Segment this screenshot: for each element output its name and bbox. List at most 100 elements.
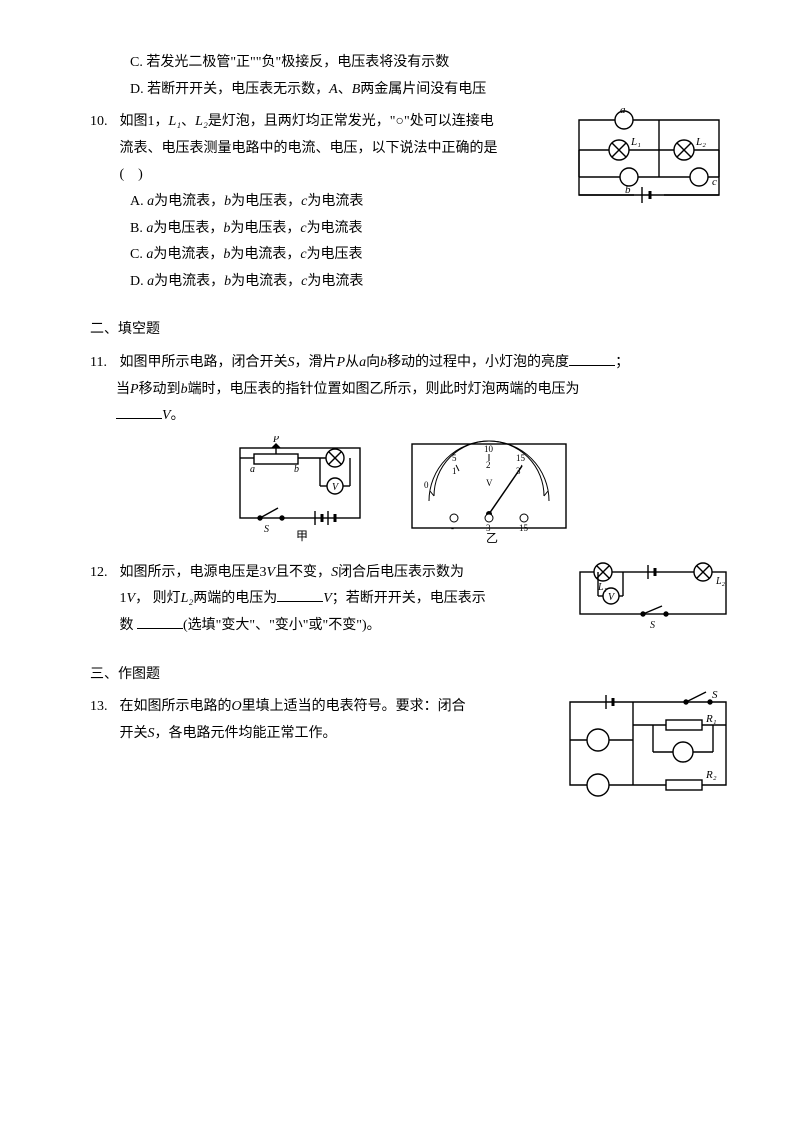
q12-num: 12. <box>90 560 116 587</box>
q10-figure: a L₁ L₂ b c <box>564 105 734 215</box>
svg-text:V: V <box>486 478 493 488</box>
q12-blank2 <box>137 614 183 629</box>
q13-o: O <box>232 699 242 714</box>
q12-t2: 且不变， <box>275 565 331 580</box>
q10d-m1: 为电流表， <box>154 274 224 289</box>
section-3-title: 三、作图题 <box>90 662 704 689</box>
q12-v1: V <box>267 565 276 580</box>
question-13: 13. 在如图所示电路的O里填上适当的电表符号。要求：闭合开关S，各电路元件均能… <box>90 694 704 747</box>
svg-text:L₂: L₂ <box>715 576 726 587</box>
q10d-end: 为电流表 <box>307 274 363 289</box>
option-c: C. 若发光二极管"正""负"极接反，电压表将没有示数 <box>130 50 704 77</box>
svg-text:c: c <box>712 176 717 188</box>
svg-text:R₂: R₂ <box>705 769 717 781</box>
q12-s1: S <box>331 565 338 580</box>
q10-stem-pre: 如图1， <box>120 114 169 129</box>
q11-s: S <box>288 355 295 370</box>
q11-p2: P <box>130 382 139 397</box>
q11-t3: 从 <box>345 355 359 370</box>
q11-figure-right: 0 5 10 15 1 2 3 V - 3 15 乙 <box>404 436 574 546</box>
q10b-m2: 为电压表， <box>230 221 300 236</box>
q13-figure: S R₁ R₂ <box>558 690 738 800</box>
svg-text:a: a <box>620 105 626 116</box>
q11-t4: 向 <box>366 355 380 370</box>
q12-t6: 两端的电压为 <box>193 591 277 606</box>
svg-text:S: S <box>650 620 655 631</box>
q11-blank2 <box>116 404 162 419</box>
svg-text:R₁: R₁ <box>705 713 717 725</box>
svg-text:b: b <box>294 464 299 475</box>
svg-text:L₁: L₁ <box>630 136 641 148</box>
q10a-end: 为电流表 <box>307 194 363 209</box>
svg-text:15: 15 <box>519 523 529 533</box>
q11-t5: 移动的过程中，小灯泡的亮度 <box>387 355 569 370</box>
q12-l2: L₂ <box>181 591 194 606</box>
q10c-pre: C. <box>130 247 146 262</box>
q11-b: b <box>380 355 387 370</box>
q10c-end: 为电压表 <box>307 247 363 262</box>
svg-text:b: b <box>625 184 631 196</box>
q11-t1: 如图甲所示电路，闭合开关 <box>120 355 288 370</box>
opt-d-pre: D. 若断开开关，电压表无示数， <box>130 82 329 97</box>
q13-t1: 在如图所示电路的 <box>120 699 232 714</box>
svg-text:L₂: L₂ <box>695 136 706 148</box>
q10d-m2: 为电流表， <box>231 274 301 289</box>
q13-num: 13. <box>90 694 116 721</box>
opt-d-post: 两金属片间没有电压 <box>360 82 486 97</box>
q12-figure: L₁ L₂ V S <box>568 560 738 640</box>
svg-text:0: 0 <box>424 480 429 490</box>
q11-t8: 移动到 <box>139 382 181 397</box>
svg-text:3: 3 <box>516 466 521 476</box>
svg-text:S: S <box>712 690 718 701</box>
question-11: 11. 如图甲所示电路，闭合开关S，滑片P从a向b移动的过程中，小灯泡的亮度； … <box>90 350 704 546</box>
q13-t3: ，各电路元件均能正常工作。 <box>155 726 337 741</box>
q12-t8: (选填"变大"、"变小"或"不变")。 <box>183 618 381 633</box>
q10-opt-c: C. a为电流表，b为电流表，c为电压表 <box>130 242 704 269</box>
svg-text:10: 10 <box>484 444 494 454</box>
svg-text:甲: 甲 <box>296 529 308 543</box>
q10a-m2: 为电压表， <box>231 194 301 209</box>
q10b-pre: B. <box>130 221 146 236</box>
q10a-pre: A. <box>130 194 147 209</box>
q10c-m2: 为电流表， <box>230 247 300 262</box>
q11-period: 。 <box>171 408 185 423</box>
opt-d-mid: 、 <box>338 82 352 97</box>
q12-blank1 <box>277 587 323 602</box>
section-2-title: 二、填空题 <box>90 317 704 344</box>
opt-d-b: B <box>352 82 361 97</box>
q11-num: 11. <box>90 350 116 377</box>
q11-a: a <box>359 355 366 370</box>
q10d-pre: D. <box>130 274 147 289</box>
option-d: D. 若断开开关，电压表无示数，A、B两金属片间没有电压 <box>130 77 704 104</box>
q10c-m1: 为电流表， <box>153 247 223 262</box>
svg-text:2: 2 <box>486 460 491 470</box>
q10-num: 10. <box>90 109 116 136</box>
q10-l2: L₂ <box>195 114 208 129</box>
q12-t4: ， <box>135 591 149 606</box>
svg-text:5: 5 <box>452 453 457 463</box>
svg-text:1: 1 <box>452 466 457 476</box>
q10-l1: L₁ <box>169 114 182 129</box>
question-10: 10. 如图1，L₁、L₂是灯泡，且两灯均正常发光，"○"处可以连接电流表、电压… <box>90 109 704 295</box>
q13-s: S <box>148 726 155 741</box>
q10-sep: 、 <box>181 114 195 129</box>
svg-text:L₁: L₁ <box>597 582 607 593</box>
svg-text:-: - <box>451 523 454 533</box>
question-12: 12. 如图所示，电源电压是3V且不变，S闭合后电压表示数为1V， 则灯L₂两端… <box>90 560 704 640</box>
q10-opt-b: B. a为电压表，b为电压表，c为电流表 <box>130 216 704 243</box>
q11-blank1 <box>569 351 615 366</box>
q11-p: P <box>337 355 346 370</box>
q11-t2: ，滑片 <box>295 355 337 370</box>
q10-opt-d: D. a为电流表，b为电流表，c为电流表 <box>130 269 704 296</box>
q12-v3: V <box>323 591 332 606</box>
q12-t1: 如图所示，电源电压是3 <box>120 565 267 580</box>
opt-d-a: A <box>329 82 338 97</box>
q12-v2: V <box>127 591 136 606</box>
svg-text:a: a <box>250 464 255 475</box>
q11-b2: b <box>181 382 188 397</box>
q10b-m1: 为电压表， <box>153 221 223 236</box>
svg-text:15: 15 <box>516 453 526 463</box>
q11-t9: 端时，电压表的指针位置如图乙所示，则此时灯泡两端的电压为 <box>188 382 580 397</box>
q11-v: V <box>162 408 171 423</box>
q11-figure-left: P a b V S 甲 <box>220 436 380 546</box>
